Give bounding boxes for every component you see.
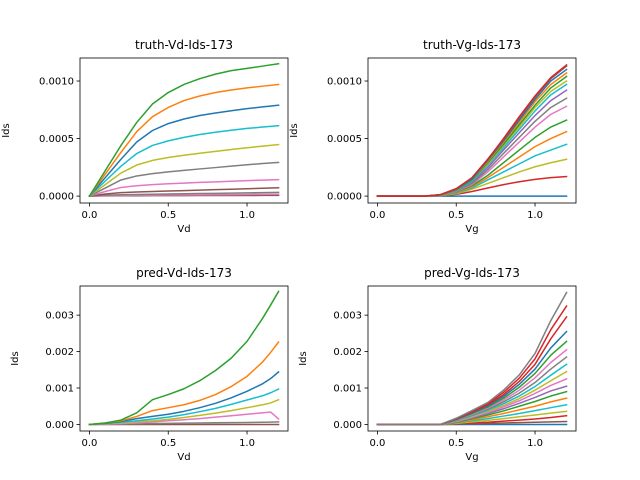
x-axis-label: Vd [177, 224, 190, 235]
series-group [376, 63, 568, 197]
y-axis-label: Ids [298, 351, 309, 366]
series-line-3 [88, 191, 280, 197]
series-line-5 [88, 388, 280, 426]
series-line-4 [88, 187, 280, 197]
axes-frame [79, 285, 289, 432]
y-tick-label: 0.0010 [39, 77, 74, 88]
series-line-7 [88, 143, 280, 198]
axes-frame [79, 57, 289, 204]
x-tick-label: 0.0 [82, 210, 98, 221]
series-line-6 [88, 161, 280, 198]
y-tick-label: 0.003 [45, 311, 74, 322]
series-line-3 [88, 411, 280, 426]
subplot-pred-vd-ids: 0.0 0.5 1.0 0.000 0.001 0.002 0.003 pred-Vd-Ids… [10, 266, 289, 463]
series-line-9 [88, 104, 280, 198]
x-tick-label: 0.0 [370, 210, 386, 221]
chart-title: truth-Vd-Ids-173 [135, 38, 233, 52]
x-tick-label: 1.0 [527, 210, 543, 221]
x-tick-label: 0.5 [448, 210, 464, 221]
series-group [88, 290, 280, 426]
series-line-18 [376, 291, 568, 426]
series-line-6 [88, 370, 280, 426]
x-tick-label: 0.5 [448, 438, 464, 449]
y-tick-label: 0.0005 [327, 134, 362, 145]
x-axis-label: Vg [465, 452, 478, 463]
x-tick-label: 0.0 [82, 438, 98, 449]
series-group [88, 62, 280, 198]
y-tick-label: 0.003 [333, 311, 362, 322]
x-axis-label: Vg [465, 224, 478, 235]
y-tick-label: 0.002 [45, 347, 74, 358]
axes-frame [367, 285, 577, 432]
y-axis-label: Ids [289, 123, 300, 138]
axes-frame [367, 57, 577, 204]
series-line-11 [88, 62, 280, 198]
x-tick-label: 0.5 [160, 438, 176, 449]
y-axis-label: Ids [1, 123, 12, 138]
x-tick-label: 1.0 [527, 438, 543, 449]
series-line-5 [88, 178, 280, 198]
series-line-7 [88, 341, 280, 426]
y-tick-label: 0.0000 [39, 192, 74, 203]
x-axis-label: Vd [177, 452, 190, 463]
x-tick-label: 1.0 [239, 438, 255, 449]
y-axis-label: Ids [10, 351, 21, 366]
y-tick-label: 0.000 [45, 420, 74, 431]
y-tick-label: 0.0010 [327, 77, 362, 88]
series-line-10 [88, 83, 280, 198]
y-tick-label: 0.001 [333, 384, 362, 395]
y-tick-label: 0.002 [333, 347, 362, 358]
series-line-8 [88, 290, 280, 426]
series-line-16 [376, 63, 568, 197]
x-tick-label: 1.0 [239, 210, 255, 221]
chart-title: pred-Vg-Ids-173 [424, 266, 520, 280]
chart-title: pred-Vd-Ids-173 [136, 266, 232, 280]
series-line-4 [88, 398, 280, 426]
y-tick-label: 0.0005 [39, 134, 74, 145]
subplot-truth-vd-ids: 0.0 0.5 1.0 0.0000 0.0005 0.0010 truth-Vd-Ids-… [1, 38, 289, 235]
y-tick-label: 0.0000 [327, 192, 362, 203]
y-tick-label: 0.001 [45, 384, 74, 395]
subplot-pred-vg-ids: 0.0 0.5 1.0 0.000 0.001 0.002 0.003 pred-Vg-Ids… [298, 266, 577, 463]
chart-title: truth-Vg-Ids-173 [423, 38, 521, 52]
subplot-truth-vg-ids: 0.0 0.5 1.0 0.0000 0.0005 0.0010 truth-Vg-Ids-… [289, 38, 577, 235]
x-tick-label: 0.0 [370, 438, 386, 449]
series-group [376, 291, 568, 426]
y-tick-label: 0.000 [333, 420, 362, 431]
series-line-8 [88, 124, 280, 198]
x-tick-label: 0.5 [160, 210, 176, 221]
